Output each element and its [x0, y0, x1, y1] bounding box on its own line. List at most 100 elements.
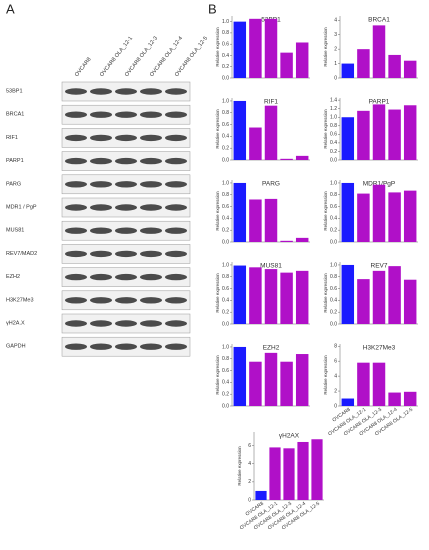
- bar: [341, 264, 355, 324]
- y-tick-label: 8: [334, 344, 337, 350]
- y-tick-label: 0.8: [222, 192, 229, 198]
- y-tick-label: 0.0: [330, 321, 337, 327]
- y-tick-label: 0.6: [222, 122, 229, 128]
- chart-title: PARP1: [369, 99, 390, 106]
- bar: [249, 361, 262, 406]
- y-tick-label: 0.6: [222, 286, 229, 292]
- band: [90, 250, 112, 258]
- band: [90, 227, 112, 234]
- bar: [388, 266, 401, 324]
- y-tick-label: 2: [334, 388, 337, 394]
- bar: [280, 361, 293, 406]
- y-tick-label: 0.2: [222, 228, 229, 234]
- bar: [295, 42, 309, 78]
- bar-chart: EZH2 Relative expression 0.0 0.2 0.4 0.6 0.8 1.…: [215, 344, 310, 409]
- bar: [295, 155, 309, 160]
- y-tick-label: 0.8: [222, 110, 229, 116]
- chart-title: PARG: [262, 181, 280, 188]
- bar: [372, 362, 386, 406]
- y-tick-label: 0.2: [222, 392, 229, 398]
- y-tick-label: 0.8: [222, 356, 229, 362]
- chart-title: EZH2: [263, 345, 280, 352]
- bar-chart: MDR1/PgP Relative expression 0.0 0.2 0.4 0.6 0…: [323, 180, 418, 245]
- bar: [341, 63, 355, 78]
- y-tick-label: 0.4: [222, 380, 229, 386]
- y-tick-label: 1: [334, 61, 337, 67]
- bar-chart: PARP1 Relative expression 0.0 0.2 0.4 0.6 0.8 1…: [323, 97, 418, 163]
- protein-label: BRCA1: [6, 112, 24, 118]
- bar: [388, 109, 401, 160]
- bar: [372, 25, 386, 78]
- bar: [233, 100, 247, 160]
- bar: [264, 269, 278, 324]
- bar: [403, 190, 417, 242]
- band: [90, 273, 112, 281]
- band: [140, 204, 162, 211]
- band: [115, 88, 137, 95]
- y-tick-label: 0.2: [330, 149, 337, 155]
- bar: [264, 198, 278, 242]
- band: [115, 320, 137, 327]
- protein-label: MDR1 / PgP: [6, 204, 37, 210]
- y-tick-label: 1.0: [222, 344, 229, 350]
- chart-title: H3K27Me3: [363, 345, 396, 352]
- bar: [233, 182, 247, 242]
- bar: [233, 265, 247, 324]
- band: [115, 227, 137, 234]
- bar: [341, 398, 355, 406]
- y-tick-label: 0.4: [330, 140, 337, 146]
- band: [65, 343, 87, 350]
- protein-label: γH2A.X: [6, 320, 25, 326]
- y-tick-label: 0.6: [222, 204, 229, 210]
- protein-label: REV7/MAD2: [6, 251, 37, 257]
- bar-chart: REV7 Relative expression 0.0 0.2 0.4 0.6 0.8 1.…: [323, 262, 418, 327]
- y-tick-label: 4: [334, 18, 337, 24]
- y-tick-label: 0.6: [330, 204, 337, 210]
- y-tick-label: 0.2: [222, 146, 229, 152]
- band: [90, 88, 112, 95]
- protein-label: GAPDH: [6, 344, 26, 350]
- band: [65, 157, 87, 165]
- band: [140, 250, 162, 258]
- y-tick-label: 0.8: [330, 274, 337, 280]
- y-tick-label: 0.0: [222, 321, 229, 327]
- y-tick-label: 6: [248, 443, 251, 449]
- band: [165, 273, 187, 281]
- protein-label: 53BP1: [6, 88, 23, 94]
- y-tick-label: 0: [248, 497, 251, 503]
- y-tick-label: 6: [334, 359, 337, 365]
- y-tick-label: 0.8: [330, 123, 337, 129]
- y-tick-label: 2: [248, 479, 251, 485]
- bar: [357, 362, 370, 406]
- y-axis-label: Relative expression: [237, 446, 242, 486]
- y-tick-label: 4: [334, 373, 337, 379]
- bar: [357, 49, 370, 78]
- y-tick-label: 0.8: [222, 30, 229, 36]
- bar: [357, 279, 370, 324]
- band: [65, 250, 87, 258]
- y-tick-label: 1.2: [330, 106, 337, 112]
- band: [65, 297, 87, 304]
- band: [65, 181, 87, 188]
- bar: [280, 240, 293, 242]
- bar: [233, 21, 247, 78]
- band: [140, 343, 162, 350]
- band: [140, 134, 162, 142]
- y-axis-label: Relative expression: [323, 355, 328, 395]
- band: [165, 320, 187, 327]
- bar: [295, 354, 309, 406]
- y-tick-label: 0.0: [222, 239, 229, 245]
- bar: [372, 104, 386, 160]
- band: [65, 134, 87, 142]
- panel-label: B: [208, 1, 217, 16]
- bar: [283, 448, 295, 500]
- band: [65, 320, 87, 327]
- bar: [388, 54, 401, 78]
- band: [165, 88, 187, 95]
- chart-title: MDR1/PgP: [363, 181, 396, 188]
- band: [115, 181, 137, 188]
- y-tick-label: 0.4: [222, 53, 229, 59]
- bar-chart: RIF1 Relative expression 0.0 0.2 0.4 0.6 0.8 1.…: [215, 98, 310, 163]
- band: [165, 204, 187, 211]
